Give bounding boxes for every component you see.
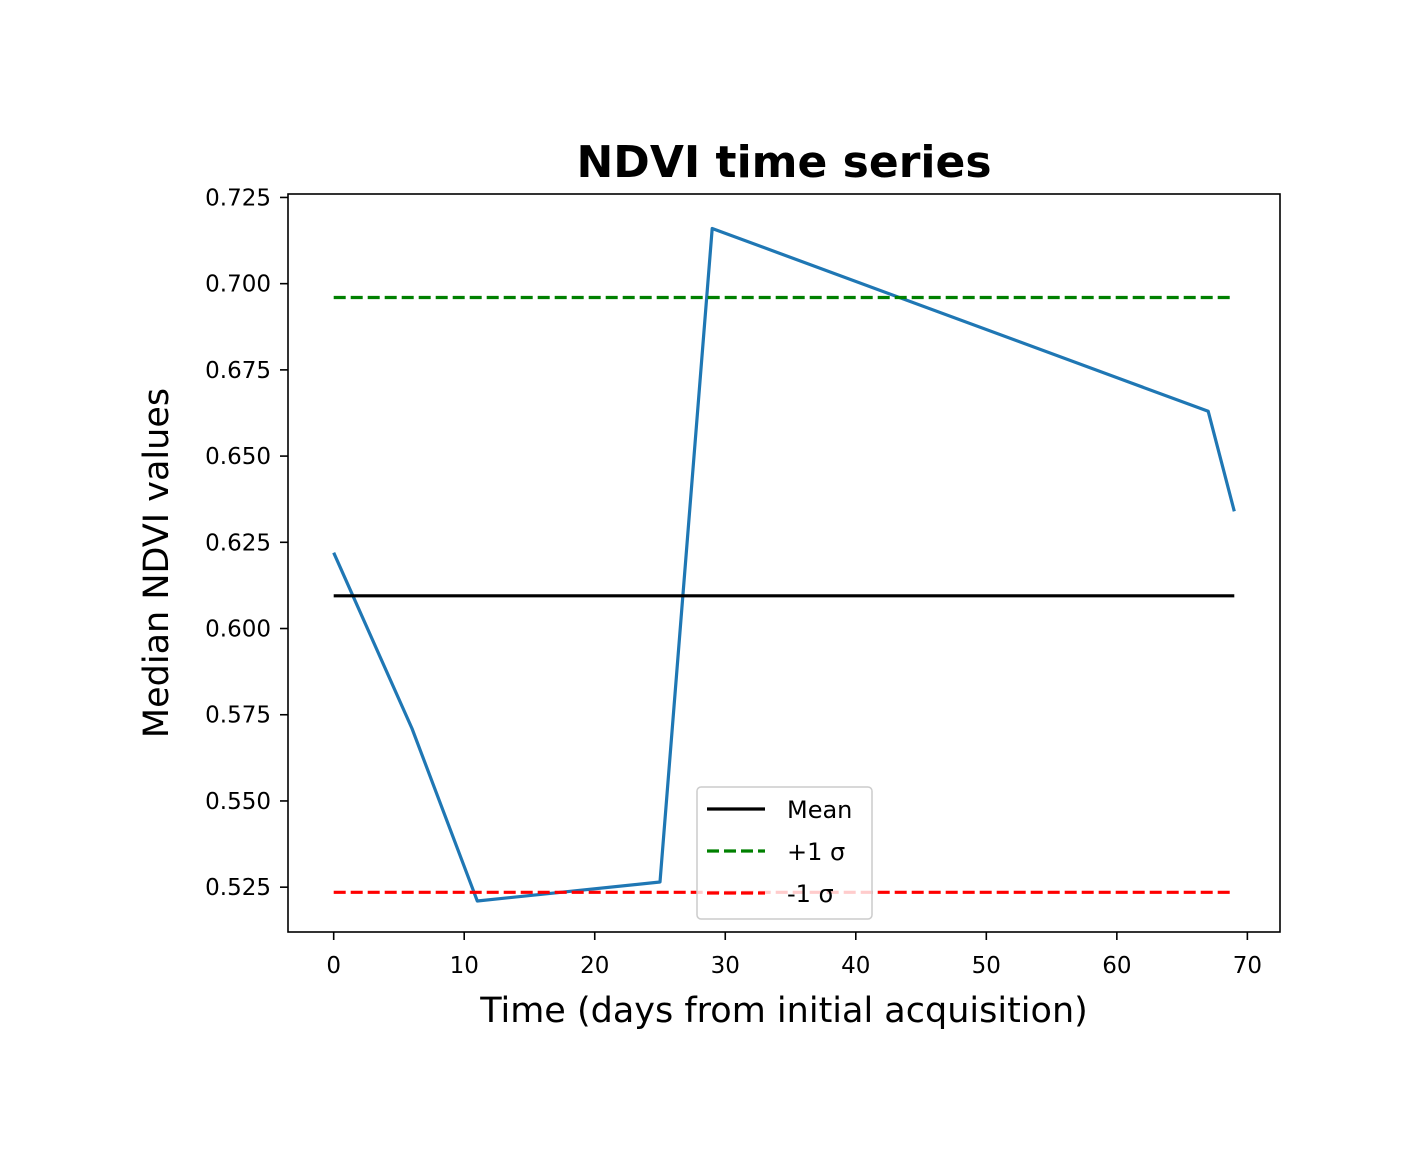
y-tick-label: 0.600 [205, 617, 271, 643]
series-line-ndvi [332, 226, 1236, 903]
y-tick-label: 0.725 [205, 185, 271, 211]
x-tick-label: 60 [1102, 953, 1131, 979]
y-tick-label: 0.525 [205, 875, 271, 901]
x-tick-label: 40 [841, 953, 870, 979]
y-tick-label: 0.575 [205, 703, 271, 729]
x-tick-label: 10 [450, 953, 479, 979]
legend-mean-label: Mean [787, 796, 852, 824]
legend-box [696, 786, 873, 920]
x-tick-label: 30 [711, 953, 740, 979]
y-tick-label: 0.675 [205, 358, 271, 384]
x-tick-label: 0 [326, 953, 341, 979]
x-tick-label: 50 [972, 953, 1001, 979]
legend-1-label: +1 σ [787, 838, 845, 866]
y-tick-label: 0.650 [205, 444, 271, 470]
y-tick-label: 0.625 [205, 530, 271, 556]
x-axis-ticks: 0 10 20 30 40 50 60 70 [326, 932, 1262, 979]
y-tick-label: 0.550 [205, 789, 271, 815]
legend: Mean +1 σ -1 σ [696, 786, 873, 920]
x-tick-label: 70 [1233, 953, 1262, 979]
chart-title: NDVI time series [576, 137, 991, 188]
legend-1-label: -1 σ [787, 880, 834, 908]
x-tick-label: 20 [580, 953, 609, 979]
y-tick-label: 0.700 [205, 272, 271, 298]
y-axis-ticks: 0.525 0.550 0.575 0.600 0.625 0.650 0.675 0.700… [205, 185, 288, 901]
plot-frame [287, 193, 1281, 933]
x-axis-label: Time (days from initial acquisition) [479, 991, 1088, 1031]
y-axis-label: Median NDVI values [137, 388, 177, 738]
